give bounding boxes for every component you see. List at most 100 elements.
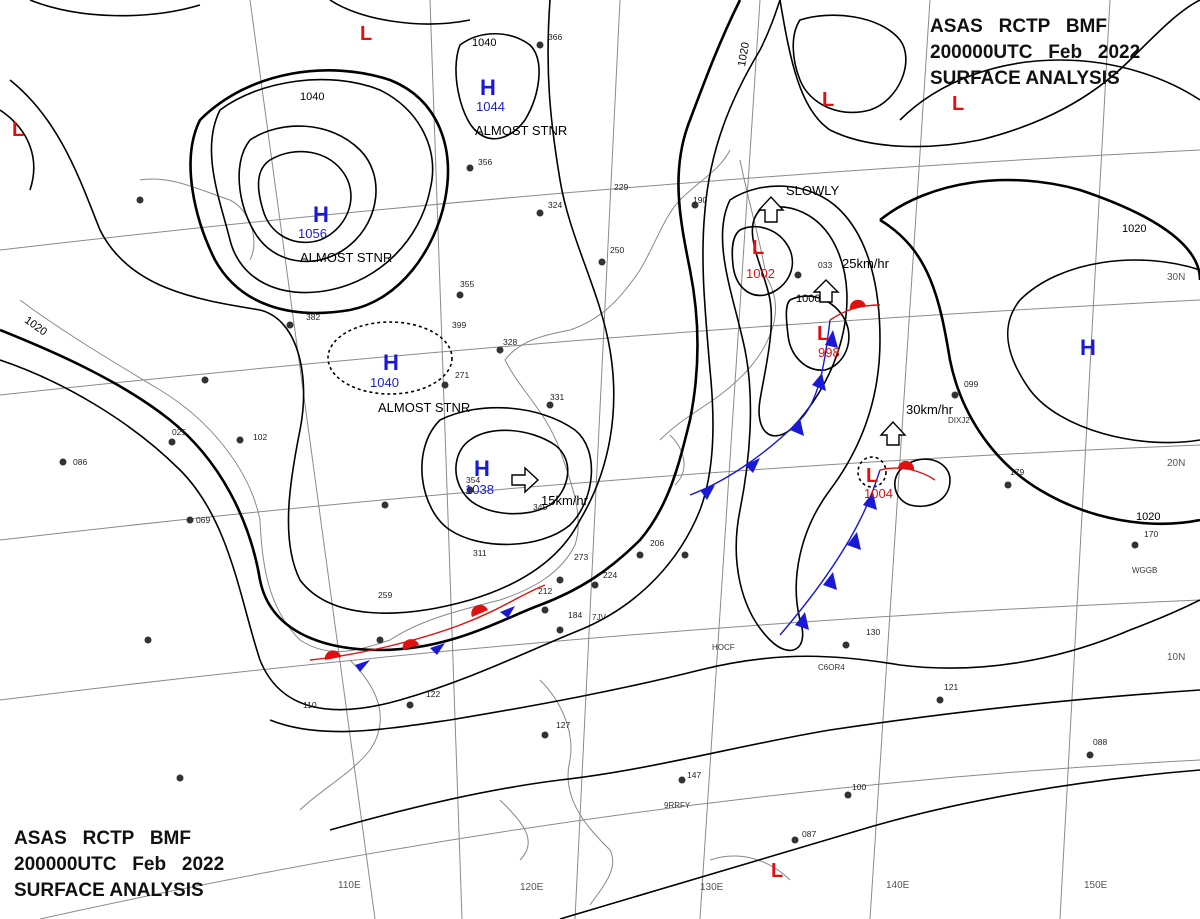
lat-label: 10N — [1167, 652, 1185, 663]
station-value: 324 — [548, 200, 562, 210]
station-value: 088 — [1093, 737, 1107, 747]
station-value: 250 — [610, 245, 624, 255]
pressure-centers: H 1044 ALMOST STNR H 1056 ALMOST STNR H … — [12, 23, 1096, 882]
station-value: 069 — [196, 515, 210, 525]
movement-arrow-icon — [511, 466, 540, 494]
station-value: 033 — [818, 260, 832, 270]
coastlines — [19, 149, 791, 906]
station-value: 147 — [687, 770, 701, 780]
title-line-1: ASAS RCTP BMF — [930, 16, 1107, 37]
warm-front-line-2 — [879, 467, 936, 481]
pressure-value: 1056 — [298, 226, 327, 241]
movement-note: 25km/hr — [842, 256, 890, 271]
station-label: C6OR4 — [818, 663, 845, 672]
station-value: 224 — [603, 570, 617, 580]
high-pressure-symbol: H — [383, 350, 399, 375]
isobar-label: 1020 — [1122, 223, 1146, 235]
lon-label: 150E — [1084, 880, 1108, 891]
station-value: 170 — [1144, 529, 1158, 539]
lon-label: 130E — [700, 882, 724, 893]
station-label: DIXJ2 — [948, 416, 970, 425]
isobar-label: 1020 — [1136, 511, 1160, 523]
station-label: 7JV — [592, 613, 606, 622]
latitude-labels: 30N 20N 10N — [1167, 272, 1185, 663]
title-line-3: SURFACE ANALYSIS — [14, 880, 204, 901]
station-value: 212 — [538, 586, 552, 596]
pressure-value: 1038 — [465, 482, 494, 497]
station-value: 273 — [574, 552, 588, 562]
movement-note: ALMOST STNR — [300, 250, 392, 265]
station-value: 087 — [802, 829, 816, 839]
pressure-value: 1004 — [864, 486, 893, 501]
movement-arrow-icon — [812, 279, 840, 303]
low-pressure-symbol: L — [771, 860, 783, 882]
lat-label: 20N — [1167, 458, 1185, 469]
station-value-labels: 366 356 324 355 399 328 271 331 354 345 … — [73, 32, 1158, 839]
title-line-3: SURFACE ANALYSIS — [930, 68, 1120, 89]
movement-note: SLOWLY — [786, 183, 840, 198]
movement-arrows — [511, 195, 907, 494]
station-value: 229 — [614, 182, 628, 192]
title-line-2: 200000UTC Feb 2022 — [14, 854, 225, 875]
station-label: WGGB — [1132, 566, 1157, 575]
isobar-label: 1000 — [796, 293, 820, 305]
movement-note: 30km/hr — [906, 402, 954, 417]
lat-label: 30N — [1167, 272, 1185, 283]
low-pressure-symbol: L — [12, 119, 24, 141]
isobar-label: 1040 — [472, 37, 496, 49]
high-pressure-symbol: H — [480, 75, 496, 100]
cold-front-line-a — [689, 319, 831, 496]
station-models — [59, 41, 1139, 844]
pressure-value: 1040 — [370, 375, 399, 390]
station-call-signs: 7JV HOCF C6OR4 WGGB 9RRFY DIXJ2 — [592, 416, 1157, 810]
station-value: 356 — [478, 157, 492, 167]
low-pressure-symbol: L — [822, 89, 834, 111]
isobars-dashed — [327, 321, 887, 488]
station-value: 184 — [568, 610, 582, 620]
station-value: 259 — [378, 590, 392, 600]
station-value: 127 — [556, 720, 570, 730]
title-line-2: 200000UTC Feb 2022 — [930, 42, 1141, 63]
station-value: 399 — [452, 320, 466, 330]
movement-note: ALMOST STNR — [475, 123, 567, 138]
station-value: 122 — [426, 689, 440, 699]
fronts — [309, 299, 936, 672]
map-title-top: ASAS RCTP BMF 200000UTC Feb 2022 SURFACE… — [930, 14, 1140, 92]
pressure-value: 998 — [818, 345, 840, 360]
station-value: 382 — [306, 312, 320, 322]
station-value: 102 — [253, 432, 267, 442]
high-pressure-symbol: H — [474, 456, 490, 481]
pressure-value: 1002 — [746, 266, 775, 281]
stationary-front — [309, 584, 546, 661]
station-value: 206 — [650, 538, 664, 548]
station-value: 311 — [473, 548, 487, 558]
station-value: 025 — [172, 427, 186, 437]
longitude-labels: 110E 120E 130E 140E 150E — [338, 880, 1108, 893]
station-label: 9RRFY — [664, 801, 691, 810]
high-pressure-symbol: H — [1080, 335, 1096, 360]
low-pressure-symbol: L — [952, 93, 964, 115]
station-value: 331 — [550, 392, 564, 402]
lon-label: 110E — [338, 880, 361, 891]
low-pressure-symbol: L — [360, 23, 372, 45]
station-value: 110 — [303, 700, 317, 710]
movement-arrow-icon — [879, 420, 907, 446]
map-title-bottom: ASAS RCTP BMF 200000UTC Feb 2022 SURFACE… — [14, 826, 224, 904]
title-line-1: ASAS RCTP BMF — [14, 828, 191, 849]
station-value: 130 — [866, 627, 880, 637]
cold-front-line-b — [779, 469, 881, 636]
station-value: 345 — [533, 502, 547, 512]
movement-arrow-icon — [757, 195, 785, 223]
station-value: 354 — [466, 475, 480, 485]
movement-note: ALMOST STNR — [378, 400, 470, 415]
low-pressure-symbol: L — [817, 323, 829, 345]
station-value: 121 — [944, 682, 958, 692]
station-value: 099 — [964, 379, 978, 389]
movement-note: 15km/hr — [541, 493, 589, 508]
isobar-label: 1020 — [736, 41, 752, 67]
station-value: 355 — [460, 279, 474, 289]
station-value: 179 — [1010, 467, 1024, 477]
station-value: 271 — [455, 370, 469, 380]
